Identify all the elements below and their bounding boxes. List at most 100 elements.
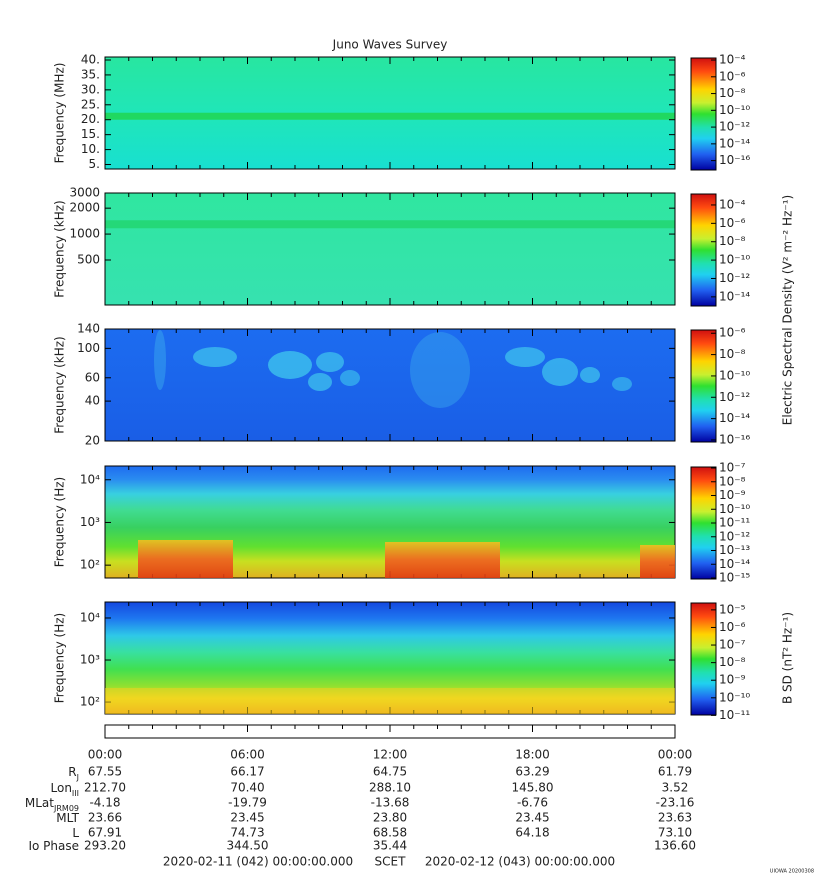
spectrogram-feature (505, 347, 545, 367)
colorbar-tick-label: 10⁻¹⁰ (719, 368, 750, 382)
spectrogram (105, 329, 675, 441)
spectrogram-feature (316, 352, 344, 372)
y-tick-label: 60 (85, 370, 100, 384)
row-value: -13.68 (371, 796, 410, 810)
start-time: 2020-02-11 (042) 00:00:00.000 (163, 855, 353, 869)
row-label-text: Lon (51, 781, 72, 795)
row-value: 136.60 (654, 839, 696, 853)
time-label: 06:00 (230, 748, 265, 762)
colorbar-tick-label: 10⁻¹¹ (719, 516, 750, 530)
colorbar-tick-label: 10⁻⁶ (719, 69, 746, 83)
colorbar-tick-label: 10⁻¹⁵ (719, 571, 750, 585)
spectrogram-feature (542, 358, 578, 386)
y-tick-label: 30. (81, 82, 100, 96)
colorbar-tick-label: 10⁻⁴ (719, 197, 746, 211)
ephemeris: 00:00 06:00 12:00 18:00 00:00 RJ 67.55 66.17 64.… (25, 724, 696, 853)
colorbar-tick-label: 10⁻⁹ (719, 488, 746, 502)
spectrogram-feature (640, 545, 675, 578)
row-value: -4.18 (89, 796, 120, 810)
row-value: 67.91 (88, 826, 122, 840)
spectrogram-feature (138, 540, 233, 578)
y-tick-label: 500 (77, 252, 100, 266)
row-value: 64.18 (515, 826, 549, 840)
colorbar-tick-label: 10⁻⁸ (719, 347, 746, 361)
row-value: 70.40 (230, 781, 264, 795)
row-label-text: R (68, 765, 76, 779)
colorbar-tick-label: 10⁻⁸ (719, 655, 746, 669)
spectrogram-feature (410, 332, 470, 408)
stamp: UIOWA 20200308 (770, 869, 814, 875)
colorbar-tick-label: 10⁻¹² (719, 271, 750, 285)
colorbar-tick-label: 10⁻⁷ (719, 638, 746, 652)
colorbar-label: B SD (nT² Hz⁻¹) (781, 612, 795, 704)
spectrogram-feature (268, 351, 312, 379)
colorbar-tick-label: 10⁻⁹ (719, 673, 746, 687)
row-value: 23.45 (230, 811, 264, 825)
colorbar-tick-label: 10⁻¹⁴ (719, 136, 750, 150)
emission-band (105, 220, 675, 229)
row-label: MLT (56, 811, 79, 825)
y-tick-label: 10² (80, 558, 100, 572)
row-value: 145.80 (512, 781, 554, 795)
y-tick-label: 1000 (69, 227, 100, 241)
colorbar-tick-label: 10⁻¹⁴ (719, 411, 750, 425)
y-tick-label: 3000 (69, 186, 100, 200)
colorbar-tick-label: 10⁻¹² (719, 390, 750, 404)
colorbar-tick-label: 10⁻⁸ (719, 86, 746, 100)
panels: 5.10.15.20.25.30.35.40. Frequency (MHz) 10… (53, 52, 795, 721)
y-tick-label: 40 (85, 394, 100, 408)
colorbar (690, 57, 717, 171)
row-label: RJ (68, 765, 79, 782)
y-axis-label: Frequency (kHz) (53, 200, 67, 297)
row-value: -6.76 (517, 796, 548, 810)
row-label: Io Phase (28, 839, 79, 853)
row-value: 293.20 (84, 839, 126, 853)
colorbar (690, 602, 717, 716)
colorbar (690, 193, 717, 307)
row-value: 61.79 (658, 765, 692, 779)
colorbar-tick-label: 10⁻⁴ (719, 53, 746, 67)
row-label-text: MLT (56, 811, 79, 825)
row-value: 23.45 (515, 811, 549, 825)
colorbar-tick-label: 10⁻⁷ (719, 461, 746, 475)
row-value: 288.10 (369, 781, 411, 795)
time-label: 00:00 (88, 748, 123, 762)
colorbar-tick-label: 10⁻¹⁰ (719, 690, 750, 704)
y-axis-label: Frequency (Hz) (53, 613, 67, 704)
row-value: 344.50 (227, 839, 269, 853)
spectrogram-feature (308, 373, 332, 391)
spectrogram-feature (154, 330, 166, 390)
row-value: -19.79 (228, 796, 267, 810)
spectrogram-features (105, 330, 675, 714)
colorbar-tick-label: 10⁻¹⁶ (719, 153, 750, 167)
row-value: 63.29 (515, 765, 549, 779)
spectrogram-feature (580, 367, 600, 383)
y-tick-label: 10. (81, 142, 100, 156)
y-axis-label: Frequency (Hz) (53, 477, 67, 568)
spectrogram-feature (193, 347, 237, 367)
time-label: 12:00 (373, 748, 408, 762)
colorbar-tick-label: 10⁻⁶ (719, 326, 746, 340)
colorbar-tick-label: 10⁻¹⁴ (719, 557, 750, 571)
y-tick-label: 20 (85, 434, 100, 448)
end-time: 2020-02-12 (043) 00:00:00.000 (425, 855, 615, 869)
y-tick-label: 10⁴ (80, 472, 100, 486)
y-tick-label: 10³ (80, 515, 100, 529)
row-value: 212.70 (84, 781, 126, 795)
spectrogram-feature (340, 370, 360, 386)
colorbar-tick-label: 10⁻⁵ (719, 602, 746, 616)
row-value: 64.75 (373, 765, 407, 779)
y-tick-label: 35. (81, 67, 100, 81)
row-value: 23.66 (88, 811, 122, 825)
row-label-text: MLat (25, 796, 54, 810)
y-tick-label: 25. (81, 97, 100, 111)
colorbar-tick-label: 10⁻¹⁰ (719, 253, 750, 267)
colorbar-tick-label: 10⁻¹² (719, 120, 750, 134)
row-value: -23.16 (656, 796, 695, 810)
row-value: 3.52 (662, 781, 689, 795)
y-tick-label: 100 (77, 341, 100, 355)
row-value: 35.44 (373, 839, 407, 853)
row-label: MLatJRM09 (25, 796, 79, 813)
colorbar-tick-label: 10⁻¹⁶ (719, 432, 750, 446)
